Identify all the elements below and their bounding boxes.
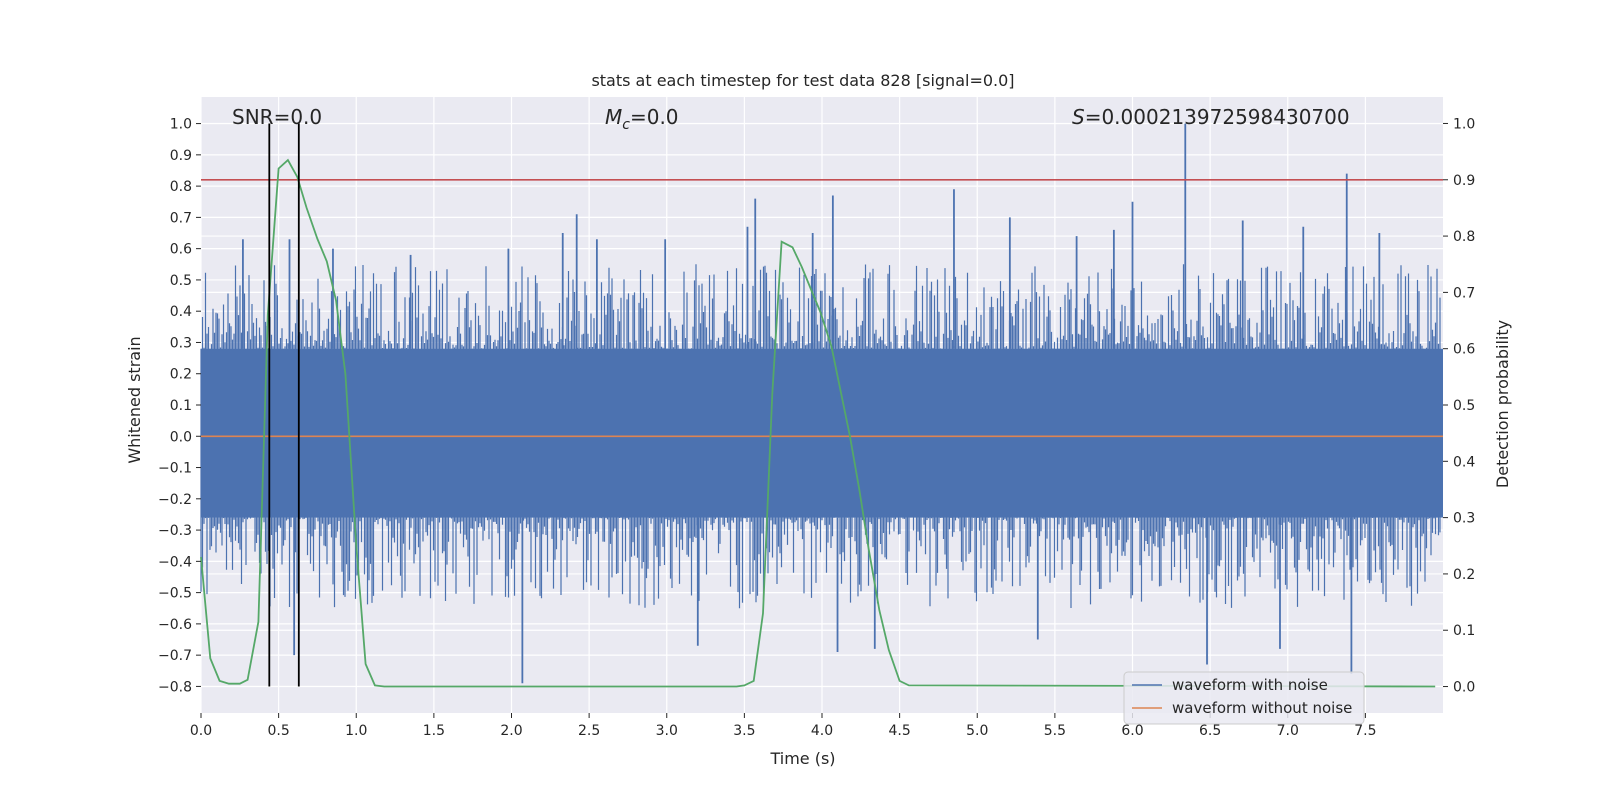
detection-probability-line bbox=[200, 158, 1436, 688]
s-variable: S bbox=[1072, 105, 1085, 129]
y2-tick-label: 0.0 bbox=[1453, 680, 1475, 696]
y2-tick-label: 0.8 bbox=[1453, 229, 1475, 245]
x-tick-label: 5.0 bbox=[966, 723, 988, 739]
x-tick-label: 1.0 bbox=[345, 723, 367, 739]
y-tick-label: 0.3 bbox=[170, 335, 192, 351]
waveform-with-noise-series bbox=[200, 123, 1443, 684]
legend-box bbox=[1123, 671, 1365, 725]
y-tick-label: 0.5 bbox=[170, 273, 192, 289]
y2-tick-label: 1.0 bbox=[1453, 116, 1475, 132]
legend: waveform with noise waveform without noi… bbox=[1123, 671, 1365, 725]
y2-tick-label: 0.6 bbox=[1453, 342, 1475, 358]
x-tick-label: 5.5 bbox=[1044, 723, 1066, 739]
x-tick-label: 6.5 bbox=[1199, 723, 1221, 739]
snr-prefix: SNR bbox=[232, 105, 274, 129]
x-tick-label: 4.0 bbox=[811, 723, 833, 739]
y2-tick-label: 0.9 bbox=[1453, 173, 1475, 189]
y-axis-right: 0.0 0.1 0.2 0.3 0.4 0.5 0.6 0.7 0.8 0.9 1.0 bbox=[1443, 116, 1475, 696]
x-tick-label: 0.0 bbox=[190, 723, 212, 739]
legend-label-clean: waveform without noise bbox=[1172, 699, 1352, 717]
y-tick-label: −0.7 bbox=[158, 648, 192, 664]
y-tick-label: −0.6 bbox=[158, 617, 192, 633]
y-tick-label: −0.5 bbox=[158, 586, 192, 602]
x-axis: 0.0 0.5 1.0 1.5 2.0 2.5 3.0 3.5 4.0 4.5 5.0 5.5 6.0 6… bbox=[190, 713, 1377, 739]
y-tick-label: 0.4 bbox=[170, 304, 192, 320]
x-tick-label: 7.5 bbox=[1354, 723, 1376, 739]
mc-variable: M bbox=[605, 105, 622, 129]
y2-tick-label: 0.7 bbox=[1453, 285, 1475, 301]
x-tick-label: 0.5 bbox=[267, 723, 289, 739]
mc-annotation: Mc=0.0 bbox=[605, 105, 679, 133]
y-tick-label: 0.6 bbox=[170, 242, 192, 258]
y2-tick-label: 0.1 bbox=[1453, 623, 1475, 639]
x-tick-label: 7.0 bbox=[1277, 723, 1299, 739]
x-tick-label: 2.0 bbox=[500, 723, 522, 739]
x-axis-label: Time (s) bbox=[769, 749, 835, 768]
x-tick-label: 1.5 bbox=[423, 723, 445, 739]
y-tick-label: 0.7 bbox=[170, 210, 192, 226]
noise-trace bbox=[200, 264, 1441, 609]
y-tick-label: 0.1 bbox=[170, 398, 192, 414]
y2-tick-label: 0.4 bbox=[1453, 454, 1475, 470]
overlay-lines bbox=[200, 123, 1443, 688]
y-tick-label: 0.8 bbox=[170, 179, 192, 195]
y-tick-label: −0.1 bbox=[158, 461, 192, 477]
x-tick-label: 3.0 bbox=[656, 723, 678, 739]
legend-label-noise: waveform with noise bbox=[1172, 676, 1328, 694]
mc-subscript: c bbox=[622, 117, 630, 133]
y-axis-left: −0.8 −0.7 −0.6 −0.5 −0.4 −0.3 −0.2 −0.1 0.0 0.1 0.… bbox=[158, 117, 201, 695]
x-tick-label: 6.0 bbox=[1121, 723, 1143, 739]
snr-value: =0.0 bbox=[274, 105, 323, 129]
s-annotation: S=0.000213972598430700 bbox=[1072, 105, 1350, 129]
s-value: =0.000213972598430700 bbox=[1085, 105, 1350, 129]
y-tick-label: −0.3 bbox=[158, 523, 192, 539]
y-tick-label: −0.2 bbox=[158, 492, 192, 508]
snr-annotation: SNR=0.0 bbox=[232, 105, 322, 129]
x-tick-label: 4.5 bbox=[888, 723, 910, 739]
y2-tick-label: 0.3 bbox=[1453, 511, 1475, 527]
mc-value: =0.0 bbox=[630, 105, 679, 129]
y-axis-label: Whitened strain bbox=[125, 336, 144, 463]
y-tick-label: 1.0 bbox=[170, 117, 192, 133]
y2-tick-label: 0.2 bbox=[1453, 567, 1475, 583]
y-tick-label: −0.4 bbox=[158, 554, 192, 570]
x-tick-label: 3.5 bbox=[733, 723, 755, 739]
y2-tick-label: 0.5 bbox=[1453, 398, 1475, 414]
y2-axis-label: Detection probability bbox=[1493, 320, 1512, 488]
x-tick-label: 2.5 bbox=[578, 723, 600, 739]
y-tick-label: 0.9 bbox=[170, 148, 192, 164]
y-tick-label: 0.0 bbox=[170, 429, 192, 445]
chart-title: stats at each timestep for test data 828… bbox=[591, 71, 1014, 90]
y-tick-label: 0.2 bbox=[170, 367, 192, 383]
y-tick-label: −0.8 bbox=[158, 679, 192, 695]
